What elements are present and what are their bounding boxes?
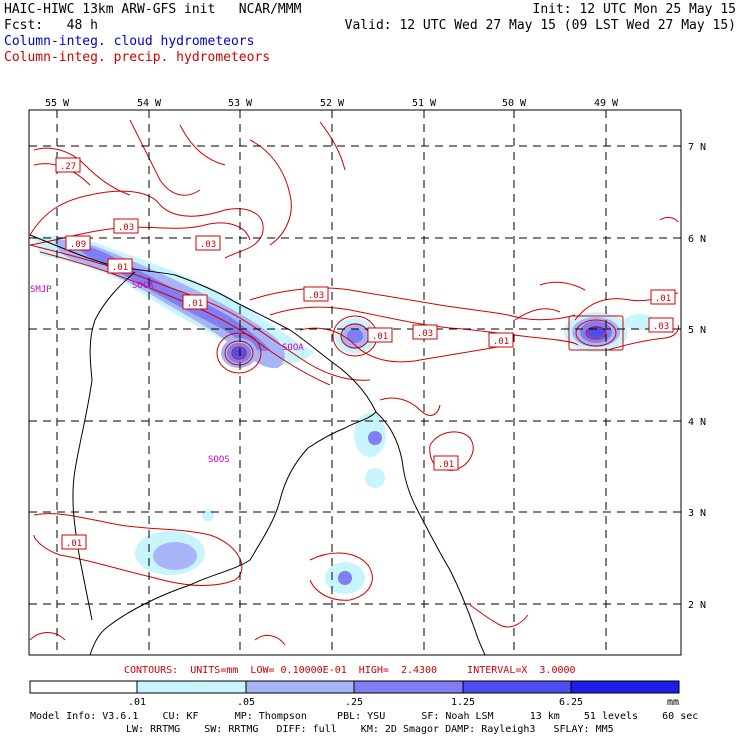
- station-label: SOOS: [208, 455, 230, 465]
- lat-label: 6 N: [688, 234, 706, 245]
- lat-labels: 7 N 6 N 5 N 4 N 3 N 2 N: [688, 142, 706, 611]
- lon-label: 54 W: [137, 98, 162, 109]
- lon-label: 51 W: [412, 98, 437, 109]
- contour-label: .03: [417, 329, 433, 339]
- colorbar-ticks: .01 .05 .25 1.25 6.25 mm: [128, 697, 679, 708]
- colorbar-tick: .25: [345, 697, 363, 708]
- station-label: SOCA: [132, 281, 154, 291]
- contour-label: .03: [308, 291, 324, 301]
- station-label: SMJP: [30, 285, 52, 295]
- latlon-grid: [29, 110, 681, 655]
- map-frame: [28, 109, 682, 656]
- contour-label: .09: [70, 240, 86, 250]
- contour-label: .01: [655, 294, 671, 304]
- contour-label: .01: [372, 332, 388, 342]
- lat-label: 2 N: [688, 600, 706, 611]
- contours-info: CONTOURS: UNITS=mm LOW= 0.10000E-01 HIGH…: [124, 665, 576, 676]
- forecast-hour: Fcst: 48 h: [4, 18, 98, 33]
- colorbar: [29, 680, 680, 694]
- frame-ticks: [56, 110, 681, 605]
- lon-label: 55 W: [45, 98, 70, 109]
- lon-label: 50 W: [502, 98, 527, 109]
- station-labels: SMJP SOCA SOOA SOOS: [30, 281, 304, 465]
- lat-label: 3 N: [688, 508, 706, 519]
- init-time: Init: 12 UTC Mon 25 May 15: [532, 2, 737, 17]
- precip-contour-layer: [29, 119, 679, 646]
- contour-label: .01: [493, 337, 509, 347]
- contour-label: .03: [200, 240, 216, 250]
- contour-label: .01: [66, 539, 82, 549]
- valid-time: Valid: 12 UTC Wed 27 May 15 (09 LST Wed …: [344, 18, 736, 33]
- contour-label: .01: [112, 263, 128, 273]
- colorbar-unit: mm: [667, 697, 679, 708]
- contour-label: .03: [118, 223, 134, 233]
- lat-label: 5 N: [688, 325, 706, 336]
- model-info-line2: LW: RRTMG SW: RRTMG DIFF: full KM: 2D Sm…: [126, 724, 614, 735]
- field-precip-label: Column-integ. precip. hydrometeors: [4, 50, 271, 65]
- lon-label: 49 W: [594, 98, 619, 109]
- coastline-layer: [29, 234, 486, 656]
- contour-label: .27: [60, 162, 76, 172]
- colorbar-tick: .01: [128, 697, 146, 708]
- lat-label: 7 N: [688, 142, 706, 153]
- lon-labels: 55 W 54 W 53 W 52 W 51 W 50 W 49 W: [45, 98, 619, 109]
- station-label: SOOA: [282, 343, 304, 353]
- lat-label: 4 N: [688, 417, 706, 428]
- colorbar-tick: 6.25: [559, 697, 583, 708]
- contour-labels: .27 .03 .09 .03 .01 .01 .03 .01 .03 .01 …: [55, 157, 676, 550]
- plot-title: HAIC-HIWC 13km ARW-GFS init NCAR/MMM: [4, 2, 302, 17]
- lon-label: 52 W: [320, 98, 345, 109]
- colorbar-tick: 1.25: [451, 697, 475, 708]
- field-cloud-label: Column-integ. cloud hydrometeors: [4, 34, 255, 49]
- contour-label: .01: [187, 299, 203, 309]
- colorbar-tick: .05: [237, 697, 255, 708]
- model-info-line1: Model Info: V3.6.1 CU: KF MP: Thompson P…: [30, 711, 699, 722]
- contour-label: .01: [438, 460, 454, 470]
- lon-label: 53 W: [228, 98, 253, 109]
- contour-label: .03: [653, 322, 669, 332]
